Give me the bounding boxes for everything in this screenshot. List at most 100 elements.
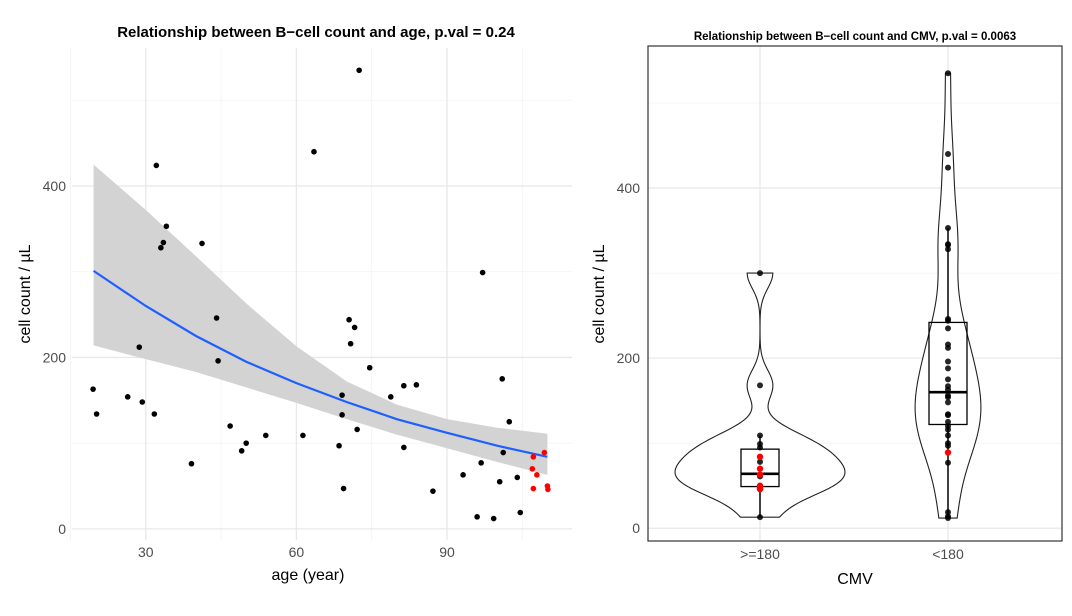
left-tick-labels: 30 60 90 0 200 400	[43, 178, 455, 560]
data-point	[757, 514, 763, 521]
data-point	[262, 432, 269, 439]
right-y-axis-label: cell count / µL	[591, 244, 608, 343]
highlight-point	[541, 449, 548, 456]
data-point	[945, 70, 951, 77]
data-point	[460, 472, 466, 478]
data-point	[945, 515, 951, 522]
x-tick-label: 30	[138, 544, 154, 560]
violins	[674, 72, 982, 519]
data-point	[413, 382, 420, 388]
data-point	[199, 240, 205, 247]
data-point	[136, 344, 143, 350]
data-point	[757, 432, 763, 439]
data-point	[757, 270, 763, 277]
right-chart-title: Relationship between B−cell count and CM…	[694, 31, 1016, 43]
data-point	[757, 382, 763, 389]
left-points	[90, 67, 551, 522]
y-tick-label: 0	[632, 520, 640, 536]
left-x-axis-label: age (year)	[272, 567, 345, 584]
data-point	[354, 426, 360, 433]
data-point	[90, 386, 96, 392]
highlight-point	[756, 471, 764, 478]
data-point	[366, 364, 373, 371]
data-point	[945, 459, 951, 466]
data-point	[153, 162, 160, 169]
data-point	[346, 316, 352, 323]
data-point	[124, 394, 131, 400]
x-tick-label: <180	[932, 546, 964, 562]
highlight-point	[530, 485, 537, 492]
data-point	[160, 239, 167, 246]
highlight-point	[756, 485, 764, 493]
data-point	[945, 358, 951, 365]
fit-line	[92, 269, 548, 458]
data-point	[514, 474, 521, 481]
x-tick-label: 60	[289, 544, 305, 560]
data-point	[945, 376, 951, 383]
y-tick-label: 400	[43, 178, 67, 194]
data-point	[506, 418, 513, 425]
data-point	[945, 412, 951, 419]
x-tick-label: >=180	[740, 546, 780, 562]
age-scatter-chart: 30 60 90 0 200 400 Relationship between B−cel…	[17, 24, 572, 584]
data-point	[945, 509, 951, 516]
x-tick-label: 90	[439, 544, 455, 560]
data-point	[945, 164, 951, 171]
data-point	[945, 365, 951, 372]
data-point	[500, 449, 507, 456]
data-point	[139, 399, 146, 405]
data-point	[158, 244, 164, 251]
data-point	[163, 223, 170, 230]
data-point	[945, 325, 951, 332]
data-point	[213, 315, 220, 321]
right-panel-border	[647, 45, 1063, 542]
y-tick-label: 200	[43, 349, 67, 365]
data-point	[336, 442, 342, 449]
data-point	[401, 382, 407, 389]
highlight-point	[534, 472, 540, 478]
data-point	[300, 432, 306, 439]
data-point	[945, 246, 951, 253]
data-point	[347, 340, 354, 347]
data-point	[945, 442, 951, 449]
data-point	[430, 488, 436, 494]
data-point	[387, 394, 394, 400]
data-point	[945, 242, 951, 249]
data-point	[945, 225, 951, 232]
data-point	[401, 444, 407, 451]
data-point	[238, 448, 245, 454]
data-point	[496, 478, 503, 485]
data-point	[517, 509, 524, 516]
data-point	[339, 392, 345, 398]
highlight-point	[530, 454, 537, 460]
data-point	[478, 460, 484, 466]
data-point	[351, 324, 358, 331]
data-point	[945, 394, 951, 401]
highlight-point	[756, 465, 764, 472]
data-point	[945, 317, 951, 324]
data-point	[151, 411, 158, 417]
highlight-point	[529, 466, 536, 472]
cmv-violin-chart: 0 200 400 >=180 <180 Relationship between B−…	[591, 31, 1063, 588]
data-point	[188, 460, 195, 467]
data-point	[215, 358, 221, 364]
data-point	[757, 444, 763, 451]
data-point	[945, 399, 951, 406]
right-tick-labels: 0 200 400 >=180 <180	[617, 180, 964, 562]
data-point	[479, 269, 486, 276]
right-points	[756, 70, 952, 522]
data-point	[499, 376, 506, 382]
violin-0	[674, 272, 846, 518]
right-x-axis-label: CMV	[837, 571, 873, 588]
data-point	[340, 485, 347, 492]
data-point	[757, 458, 763, 465]
highlight-point	[756, 453, 764, 460]
data-point	[945, 344, 951, 351]
highlight-point	[545, 486, 551, 493]
data-point	[945, 418, 951, 425]
data-point	[339, 412, 345, 418]
y-tick-label: 400	[617, 180, 641, 196]
data-point	[93, 411, 100, 417]
data-point	[945, 151, 951, 158]
